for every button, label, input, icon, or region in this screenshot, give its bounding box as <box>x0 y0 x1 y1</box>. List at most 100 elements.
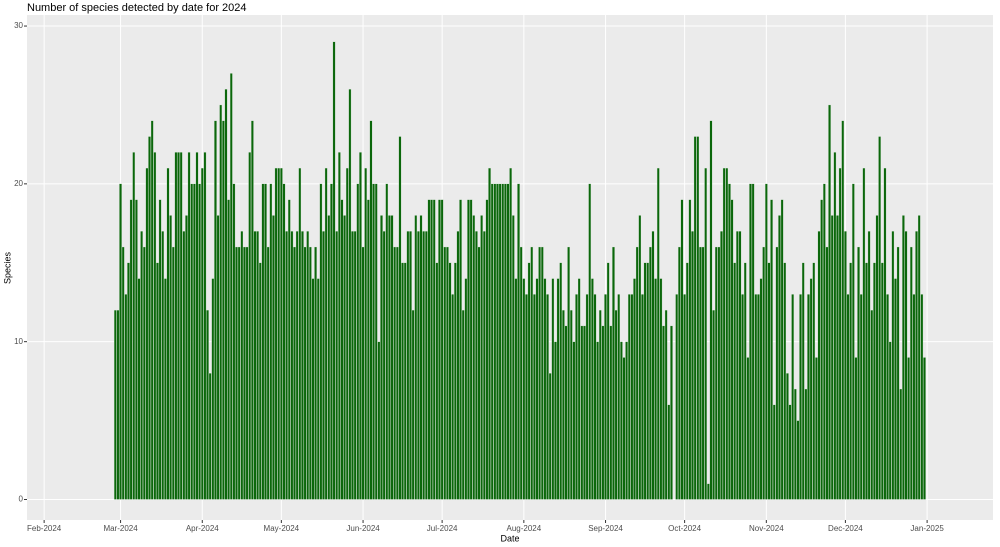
bar <box>577 278 581 500</box>
bar <box>295 231 299 500</box>
bar <box>741 294 744 500</box>
bar <box>749 183 752 500</box>
x-tick-label: Apr-2024 <box>186 524 219 533</box>
bar <box>767 262 771 500</box>
bar <box>770 199 773 500</box>
bar <box>659 278 663 500</box>
bar <box>195 152 199 500</box>
x-tick-label: Feb-2024 <box>27 524 62 533</box>
bar <box>646 262 650 500</box>
bar <box>432 199 436 500</box>
bar <box>169 215 172 500</box>
x-tick-label: Aug-2024 <box>506 524 541 533</box>
bar <box>424 231 428 500</box>
bar <box>385 183 389 500</box>
bar <box>182 231 186 500</box>
bar <box>841 120 845 500</box>
bar <box>127 262 130 500</box>
bar <box>902 215 905 500</box>
bar <box>704 167 708 500</box>
bar <box>609 325 613 500</box>
bar <box>427 199 431 500</box>
bar <box>915 231 918 500</box>
bar <box>728 183 731 500</box>
bar <box>870 309 874 500</box>
bar <box>867 231 871 500</box>
bar <box>490 183 494 500</box>
bar <box>825 246 829 500</box>
bar <box>446 246 449 500</box>
bar <box>580 325 584 500</box>
bar <box>725 167 729 500</box>
bar <box>422 231 426 500</box>
bar <box>551 278 555 500</box>
bar <box>812 262 816 500</box>
bar <box>366 199 370 500</box>
bar <box>604 294 607 500</box>
bar <box>606 262 610 500</box>
bar <box>857 246 860 500</box>
bar <box>256 231 259 500</box>
bar <box>664 309 668 500</box>
bar <box>591 278 594 500</box>
bar <box>699 246 702 500</box>
bar <box>625 341 628 500</box>
bar <box>509 167 512 500</box>
bar <box>135 199 138 500</box>
bar <box>815 357 818 500</box>
bar <box>232 183 236 500</box>
bar <box>316 278 320 500</box>
bar <box>894 278 897 500</box>
bar <box>472 215 476 500</box>
bar <box>627 294 631 500</box>
bar <box>311 278 315 500</box>
bar <box>498 183 502 500</box>
bar <box>374 183 378 500</box>
bar <box>398 136 402 500</box>
bar <box>438 199 441 500</box>
bar <box>451 294 455 500</box>
y-tick-label: 10 <box>14 337 23 346</box>
bar <box>380 215 383 500</box>
bar <box>709 120 713 500</box>
bar <box>277 167 281 500</box>
bar <box>585 294 589 500</box>
bar <box>496 183 499 500</box>
bar <box>142 246 146 500</box>
bar <box>525 294 528 500</box>
bar <box>620 341 623 500</box>
bar <box>222 120 225 500</box>
bar <box>865 262 868 500</box>
bar <box>654 278 657 500</box>
bar <box>393 246 397 500</box>
bar <box>382 231 386 500</box>
bar <box>678 246 681 500</box>
bar <box>290 231 294 500</box>
bar <box>148 136 151 500</box>
bar <box>714 246 718 500</box>
bar <box>211 278 215 500</box>
bar <box>237 246 241 500</box>
x-axis-label: Date <box>500 533 519 543</box>
bar <box>844 231 847 500</box>
bar <box>598 309 602 500</box>
bar <box>272 215 275 500</box>
bar <box>245 246 249 500</box>
bar <box>548 373 552 500</box>
bar <box>332 41 336 500</box>
bar <box>435 262 439 500</box>
bar <box>150 120 154 500</box>
bar <box>353 231 357 500</box>
bar <box>807 294 810 500</box>
bar <box>804 388 808 500</box>
bar <box>822 183 826 500</box>
x-tick-label: Sep-2024 <box>588 524 623 533</box>
bar <box>216 215 220 500</box>
bar <box>401 262 404 500</box>
bar <box>757 294 760 500</box>
bar <box>762 246 766 500</box>
bar <box>285 231 288 500</box>
bar <box>174 152 178 500</box>
bar <box>164 278 167 500</box>
bar <box>274 167 278 500</box>
